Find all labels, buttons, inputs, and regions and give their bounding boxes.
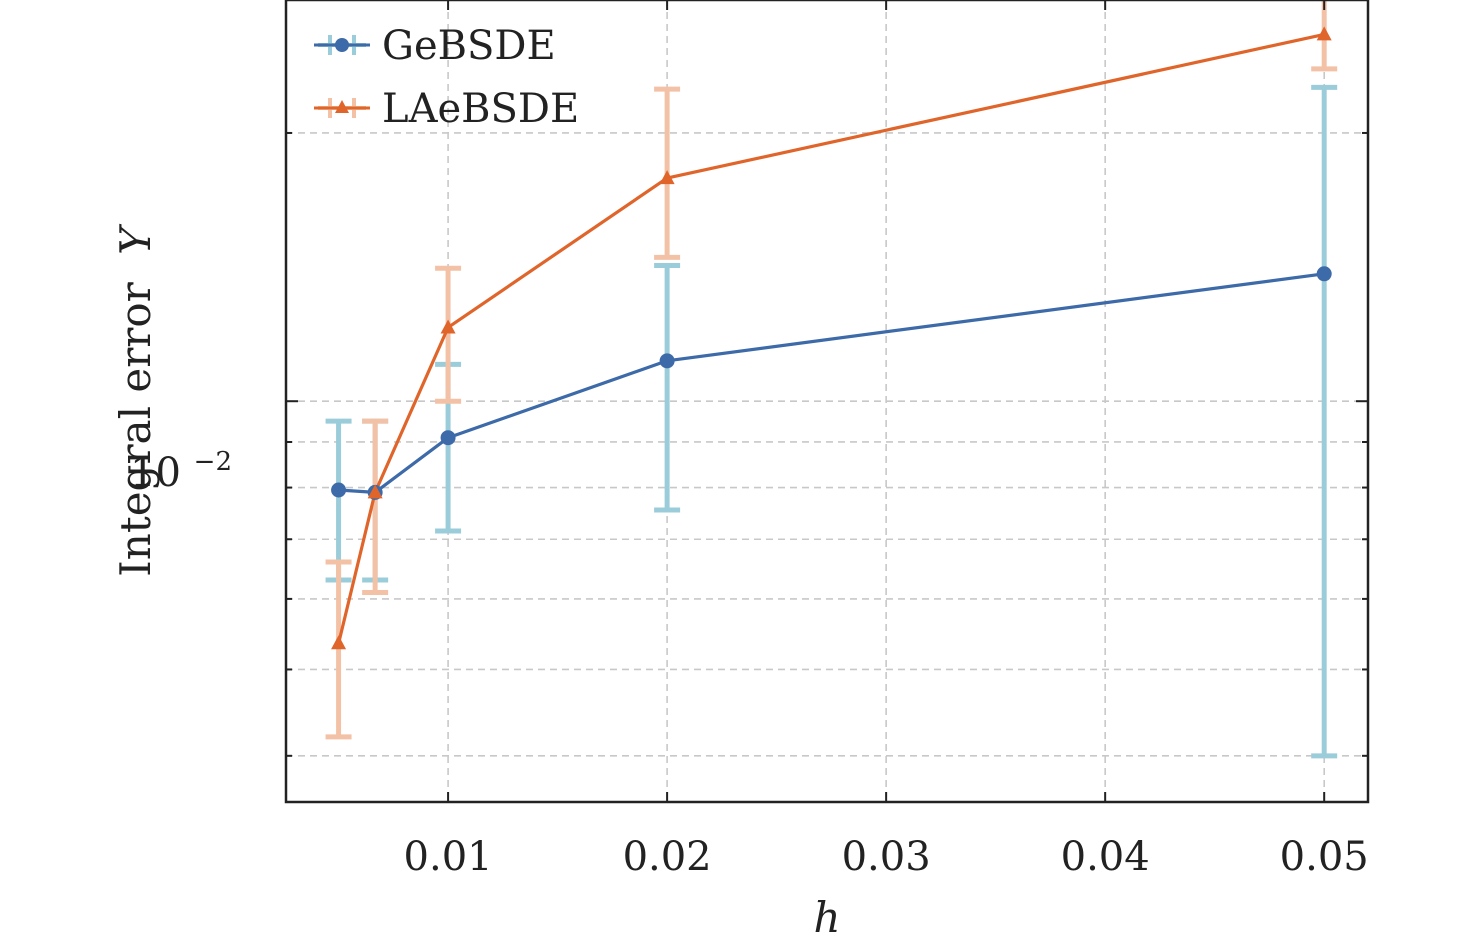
x-tick-label: 0.05: [1280, 834, 1369, 880]
y-tick-label-exponent: −2: [194, 447, 232, 477]
series-markers: [331, 26, 1332, 650]
x-axis-label: h: [813, 893, 840, 942]
axis-ticks: [286, 0, 1368, 802]
legend-laebsde-marker: [335, 100, 349, 113]
laebsde-point: [440, 319, 456, 334]
legend-gebsde-label: GeBSDE: [382, 23, 556, 69]
x-tick-label: 0.01: [404, 834, 493, 880]
gebsde-point: [1316, 266, 1332, 282]
y-axis-label-symbol: Y: [111, 223, 160, 255]
legend-entry-laebsde: LAeBSDE: [314, 86, 579, 132]
gebsde-point: [331, 482, 347, 498]
gebsde-point: [659, 353, 675, 369]
laebsde-point: [1316, 26, 1332, 41]
gebsde-line: [338, 272, 1325, 494]
y-axis-label-group: Integral error Y: [111, 223, 160, 577]
x-tick-label: 0.03: [842, 834, 931, 880]
laebsde-point: [367, 484, 383, 499]
y-tick-label-major: 10 −2: [130, 447, 232, 496]
gebsde-point: [440, 430, 456, 446]
x-tick-label: 0.02: [623, 834, 712, 880]
y-tick-label-base: 10: [130, 450, 181, 496]
x-tick-label: 0.04: [1061, 834, 1150, 880]
laebsde-point: [659, 170, 675, 185]
legend-laebsde-label: LAeBSDE: [382, 86, 579, 132]
legend-entry-gebsde: GeBSDE: [314, 23, 556, 69]
laebsde-point: [331, 635, 347, 650]
legend: GeBSDE LAeBSDE: [314, 23, 579, 132]
y-axis-label-text: Integral error: [111, 281, 160, 576]
x-tick-labels: 0.01 0.02 0.03 0.04 0.05: [404, 834, 1369, 880]
legend-gebsde-marker: [335, 38, 349, 52]
y-axis-label: Integral error Y: [111, 223, 160, 577]
